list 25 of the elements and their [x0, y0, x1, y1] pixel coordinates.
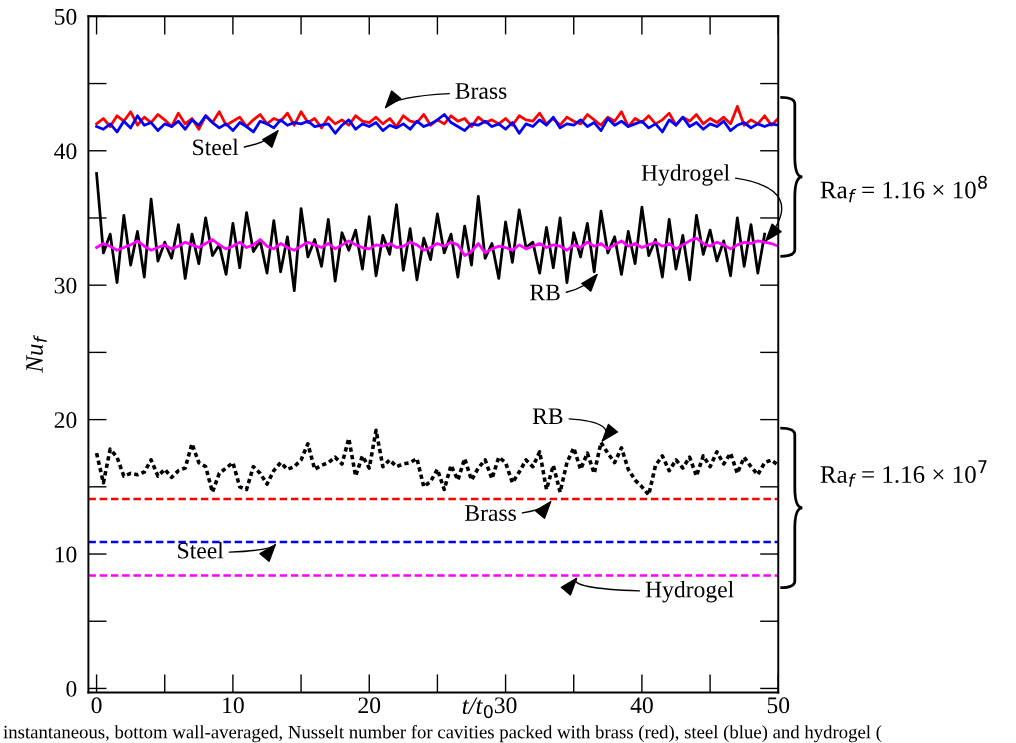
x-tick-label: 40: [630, 697, 653, 714]
text: instantaneous, bottom wall-averaged, Nusselt number for cavities packed with brass (red), steel (blue) and hydrogel (: [3, 725, 882, 743]
text: Ra$_{f}$ = 1.16 × 10$^{8}$: [820, 175, 987, 203]
text: Ra$_{f}$ = 1.16 × 10$^{7}$: [820, 460, 987, 487]
x-tick-label: 20: [358, 697, 381, 714]
x-tick-label: 0: [91, 697, 102, 714]
y-axis-title: Nu$_{f}$: [26, 334, 47, 373]
x-tick-label: 50: [767, 697, 790, 714]
y-tick-label: 20: [54, 412, 77, 429]
ref-line-label: Steel: [178, 541, 224, 559]
x-axis-title: t/t$_{0}$: [462, 697, 493, 719]
y-tick-label: 0: [66, 680, 77, 697]
x-tick-label: 10: [223, 697, 244, 714]
ref-line-label: Brass: [465, 505, 516, 521]
annotation: Brass: [455, 83, 507, 99]
annotation: Steel: [193, 138, 239, 156]
y-tick-label: 50: [55, 8, 77, 25]
y-tick-label: 40: [54, 143, 77, 160]
y-tick-label: 10: [55, 546, 77, 563]
annotation: RB: [532, 408, 563, 425]
ref-line-label: Hydrogel: [645, 580, 734, 603]
x-tick-label: 30: [494, 697, 517, 714]
annotation: Hydrogel: [641, 164, 730, 186]
y-tick-label: 30: [54, 277, 77, 294]
annotation: RB: [530, 284, 560, 301]
